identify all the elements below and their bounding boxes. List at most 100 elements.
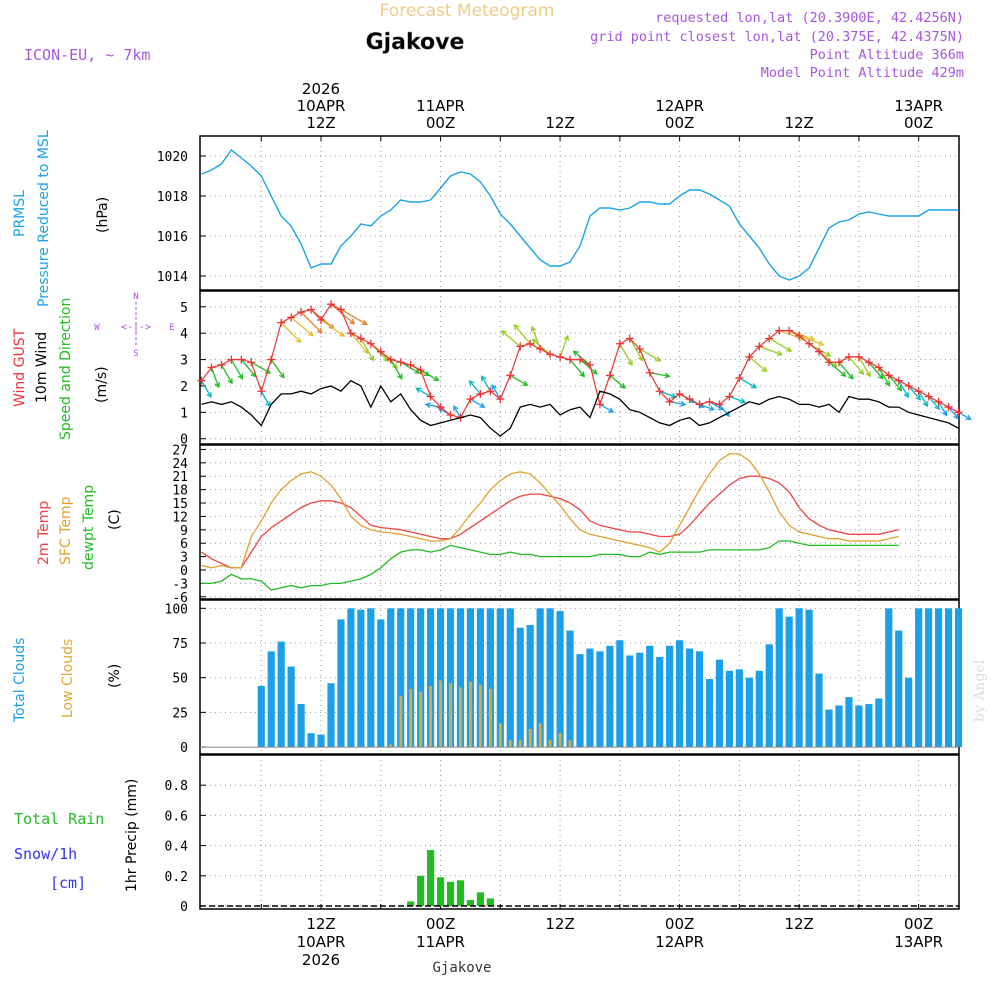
wind-arrow-head (397, 373, 403, 380)
gust-marker (815, 347, 824, 356)
y-tick-label: 0.2 (165, 870, 188, 885)
gust-marker (864, 358, 873, 367)
wind-arrow-head (349, 318, 356, 325)
total-cloud-bar (855, 705, 863, 748)
total-cloud-bar (556, 611, 564, 748)
total-cloud-bar (456, 608, 465, 748)
gust-marker (765, 334, 774, 343)
gust-marker (317, 316, 326, 325)
pressure-unit: (hPa) (95, 197, 111, 233)
gust-marker (336, 305, 345, 314)
low-cloud-bar (389, 744, 393, 748)
wind-arrow (778, 329, 805, 341)
wind-arrow (200, 380, 212, 398)
gust-marker (805, 339, 814, 348)
gust-marker (675, 389, 684, 398)
wind-arrow-head (847, 373, 854, 380)
wind-arrow-head (424, 402, 431, 409)
y-tick-label: 5 (180, 301, 188, 316)
wind-arrow (709, 401, 724, 411)
gust-marker (237, 355, 246, 364)
gust-marker (914, 387, 923, 396)
wind-arrow (280, 322, 302, 343)
wind-arrow (918, 390, 928, 407)
temp-panel-labels: 2m Temp SFC Temp dewpt Temp (C) (36, 485, 123, 570)
wind-arrow (699, 403, 715, 411)
wind-arrow-head (453, 405, 459, 412)
top-time-label: 00Z (665, 114, 694, 132)
total-cloud-bar (506, 608, 514, 748)
wind-arrow-head (279, 372, 285, 379)
y-tick-label: 0.8 (165, 779, 188, 794)
gridpoint-coords: grid point closest lon,lat (20.375E, 42.… (590, 29, 964, 45)
total-cloud-bar (566, 630, 574, 748)
wind-arrow-head (531, 338, 538, 345)
total-cloud-bar (626, 655, 634, 748)
wind-arrow (838, 361, 854, 380)
wind-arrow-head (214, 382, 220, 389)
total-cloud-bar (705, 679, 714, 748)
rain-bar (427, 850, 435, 906)
y-tick-label: 9 (180, 524, 188, 539)
wind-arrow-head (750, 383, 758, 389)
wind-arrow (848, 356, 864, 375)
wind-speed-dir-label: Speed and Direction (58, 298, 74, 440)
wind-arrow-head (884, 380, 890, 387)
wind-arrow-head (965, 414, 972, 421)
low-cloud-label: Low Clouds (60, 639, 76, 718)
gust-marker (595, 400, 604, 409)
total-cloud-bar (765, 644, 773, 748)
wind-arrow-head (237, 373, 244, 380)
total-cloud-bar (436, 608, 445, 748)
gust-marker (655, 387, 664, 396)
wind-gust-label: Wind GUST (12, 328, 28, 407)
snow-label: Snow/1h (14, 845, 77, 863)
y-tick-label: 27 (172, 443, 188, 458)
wind-arrow (718, 404, 730, 417)
wind-arrow (609, 374, 626, 389)
y-tick-label: 15 (172, 497, 188, 512)
y-tick-label: 1020 (157, 150, 188, 165)
pressure-label-desc: Pressure Reduced to MSL (36, 130, 52, 307)
temp-sfc-label: SFC Temp (58, 496, 74, 565)
total-cloud-bar (476, 608, 484, 748)
total-cloud-bar (735, 669, 743, 748)
wind-arrow (300, 311, 323, 334)
gust-marker (944, 403, 953, 412)
gust-marker (795, 331, 804, 340)
gust-marker (775, 326, 784, 335)
total-cloud-label: Total Clouds (12, 638, 28, 723)
wind-arrow-head (708, 405, 716, 412)
y-tick-label: 0 (180, 900, 188, 915)
bottom-time-label: 00Z (665, 915, 694, 933)
gust-marker (386, 355, 395, 364)
rain-bar (417, 875, 425, 906)
low-cloud-bar (488, 688, 492, 748)
temp-2m-label: 2m Temp (36, 501, 52, 565)
wind-arrow-head (227, 378, 233, 385)
total-cloud-bar (616, 640, 624, 748)
gust-marker (844, 352, 853, 361)
wind-arrow (748, 356, 767, 372)
wind-arrow-head (739, 397, 747, 404)
gust-marker (267, 355, 276, 364)
top-time-label: 2026 (302, 80, 340, 98)
gust-marker (825, 358, 834, 367)
gust-marker (685, 395, 694, 404)
wind-arrow-head (530, 325, 537, 332)
gust-marker (416, 366, 425, 375)
y-tick-label: 0.6 (165, 809, 188, 824)
bottom-time-label: 10APR (297, 933, 346, 951)
top-time-label: 12Z (306, 114, 335, 132)
total-cloud-bar (885, 608, 893, 748)
gust-marker (735, 374, 744, 383)
total-cloud-bar (397, 608, 405, 748)
panel-frame (199, 754, 960, 910)
wind-arrow-head (953, 413, 959, 420)
low-cloud-bar (409, 688, 413, 748)
gust-marker (785, 326, 794, 335)
total-cloud-bar (546, 608, 554, 748)
total-cloud-bar (646, 645, 654, 748)
total-cloud-bar (695, 651, 704, 748)
